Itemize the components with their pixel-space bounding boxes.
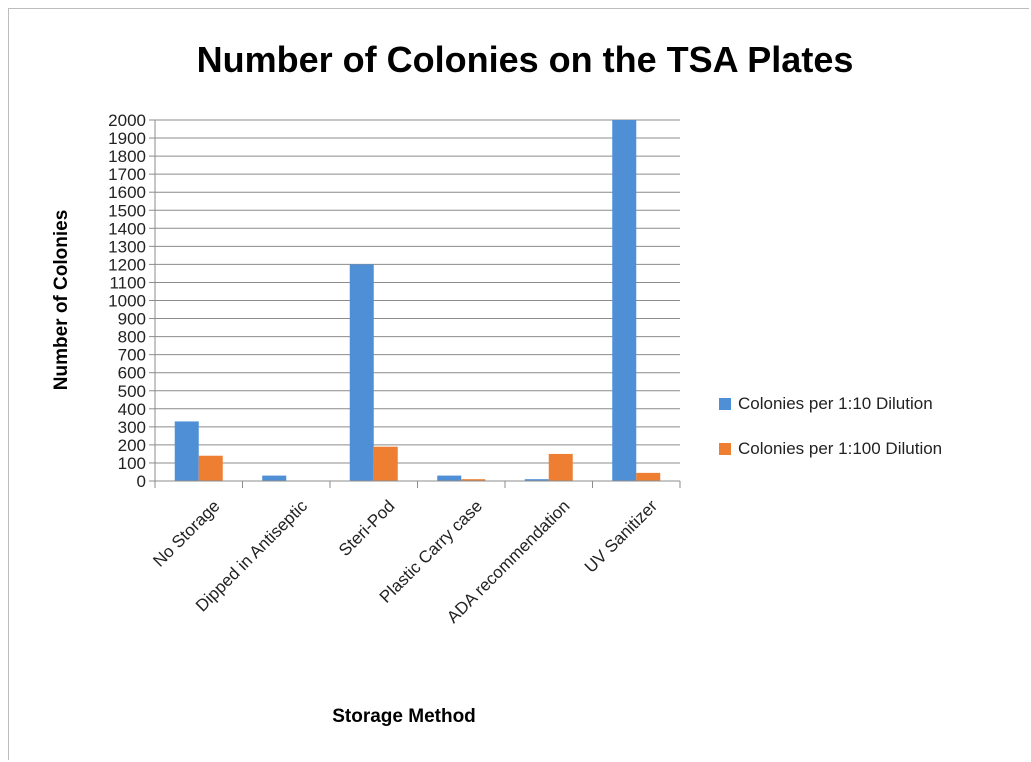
bar [198, 455, 223, 481]
y-tick-label: 1100 [109, 273, 146, 292]
bar [461, 479, 486, 481]
x-tick-label: UV Sanitizer [581, 496, 661, 576]
y-tick-label: 200 [118, 436, 146, 455]
bar [262, 475, 287, 481]
y-tick-label: 2000 [108, 111, 146, 130]
bar [636, 472, 661, 481]
legend-swatch [719, 443, 731, 455]
y-axis-title: Number of Colonies [51, 210, 72, 391]
bar [612, 120, 637, 481]
bars [174, 120, 661, 481]
y-tick-label: 1300 [108, 237, 146, 256]
y-tick-label: 1600 [108, 183, 146, 202]
bar [349, 264, 374, 481]
bar [548, 453, 573, 481]
x-tick-label: No Storage [149, 496, 223, 570]
x-axis-title: Storage Method [332, 706, 476, 727]
y-tick-label: 1200 [108, 255, 146, 274]
series-1 [174, 120, 637, 481]
gridlines [155, 119, 680, 482]
y-tick-label: 1700 [108, 165, 146, 184]
y-tick-label: 800 [118, 328, 146, 347]
y-tick-label: 600 [118, 364, 146, 383]
y-tick-label: 0 [137, 472, 146, 491]
y-tick-label: 1900 [108, 129, 146, 148]
legend-item: Colonies per 1:100 Dilution [719, 439, 942, 458]
x-axis [154, 480, 681, 488]
y-tick-label: 1500 [108, 201, 146, 220]
bar [174, 421, 199, 481]
legend-label: Colonies per 1:100 Dilution [738, 439, 942, 458]
y-tick-label: 500 [118, 382, 146, 401]
series-2 [198, 446, 661, 481]
legend: Colonies per 1:10 Dilution Colonies per 1… [719, 394, 942, 458]
y-tick-label: 1000 [108, 292, 146, 311]
y-tick-label: 1800 [108, 147, 146, 166]
y-tick-label: 100 [118, 454, 146, 473]
bar [437, 475, 462, 481]
bar [373, 446, 398, 481]
y-tick-label: 700 [118, 346, 146, 365]
y-tick-label: 300 [118, 418, 146, 437]
legend-label: Colonies per 1:10 Dilution [738, 394, 933, 413]
y-tick-label: 400 [118, 400, 146, 419]
legend-item: Colonies per 1:10 Dilution [719, 394, 933, 413]
x-tick-label: Steri-Pod [335, 496, 399, 560]
y-tick-label: 1400 [108, 219, 146, 238]
legend-swatch [719, 398, 731, 410]
bar [524, 479, 549, 481]
chart-title: Number of Colonies on the TSA Plates [197, 39, 854, 80]
chart-frame [8, 8, 1029, 760]
y-tick-label: 900 [118, 310, 146, 329]
y-axis-ticks: 0100200300400500600700800900100011001200… [108, 111, 156, 491]
